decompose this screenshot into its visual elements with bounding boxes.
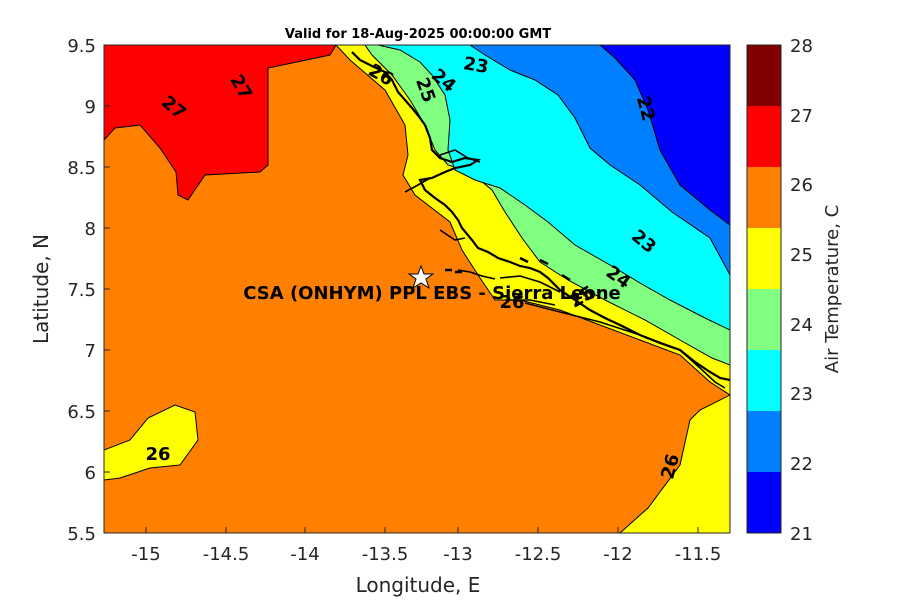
x-tick-label: -13 (443, 544, 472, 565)
region-20-21 (599, 45, 730, 226)
y-tick-label: 8 (85, 219, 96, 240)
colorbar-tick-label: 27 (790, 106, 813, 127)
contour-label-26c: 26 (145, 444, 170, 465)
colorbar (747, 45, 781, 534)
y-tick-label: 7.5 (67, 280, 96, 301)
x-tick-label: -12 (603, 544, 632, 565)
y-tick-label: 9.5 (67, 36, 96, 57)
colorbar-segment (747, 45, 781, 107)
coastline (351, 51, 730, 382)
y-tick-marks (104, 44, 110, 473)
x-tick-label: -12.5 (515, 544, 562, 565)
contour-label-23a: 23 (462, 53, 490, 78)
colorbar-tick-label: 25 (790, 245, 813, 266)
y-tick-label: 5.5 (67, 524, 96, 545)
colorbar-tick-label: 28 (790, 36, 813, 57)
y-axis-label: Latitude, N (29, 234, 53, 344)
y-tick-label: 6 (85, 463, 96, 484)
colorbar-frame (746, 44, 782, 534)
colorbar-tick-label: 23 (790, 384, 813, 405)
colorbar-segment (747, 289, 781, 351)
y-axis-ticks: 9.5 9 8.5 8 7.5 7 6.5 6 5.5 (67, 36, 96, 545)
x-axis-ticks: -15 -14.5 -14 -13.5 -13 -12.5 -12 -11.5 (131, 544, 721, 565)
region-26-27 (104, 45, 337, 201)
colorbar-tick-label: 24 (790, 315, 813, 336)
colorbar-segment (747, 472, 781, 534)
colorbar-tick-label: 21 (790, 524, 813, 545)
region-24-25-south (619, 394, 730, 533)
x-tick-label: -14.5 (203, 544, 250, 565)
x-tick-label: -15 (131, 544, 160, 565)
coastline-detail (404, 149, 726, 389)
x-tick-label: -14 (290, 544, 319, 565)
figure-title: Valid for 18-Aug-2025 00:00:00 GMT (285, 27, 551, 42)
x-axis-label: Longitude, E (356, 573, 481, 597)
x-tick-marks (145, 527, 699, 533)
colorbar-segment (747, 106, 781, 168)
temperature-field (104, 45, 730, 533)
y-tick-label: 7 (85, 341, 96, 362)
islands (445, 256, 571, 282)
colorbar-tick-label: 26 (790, 175, 813, 196)
region-24-25-blob (104, 404, 199, 481)
site-label: CSA (ONHYM) PPL EBS - Sierra Leone (243, 283, 620, 304)
x-tick-label: -11.5 (675, 544, 722, 565)
colorbar-segment (747, 228, 781, 290)
colorbar-segment (747, 167, 781, 229)
y-tick-label: 8.5 (67, 158, 96, 179)
colorbar-segment (747, 411, 781, 473)
site-star-icon (407, 264, 435, 290)
y-tick-label: 6.5 (67, 402, 96, 423)
colorbar-label: Air Temperature, C (822, 205, 843, 373)
contour-label-26b: 26 (499, 292, 524, 313)
y-tick-label: 9 (85, 97, 96, 118)
colorbar-segment (747, 350, 781, 412)
colorbar-ticks: 28 27 26 25 24 23 22 21 (790, 36, 813, 545)
x-tick-label: -13.5 (362, 544, 409, 565)
colorbar-tick-label: 22 (790, 454, 813, 475)
